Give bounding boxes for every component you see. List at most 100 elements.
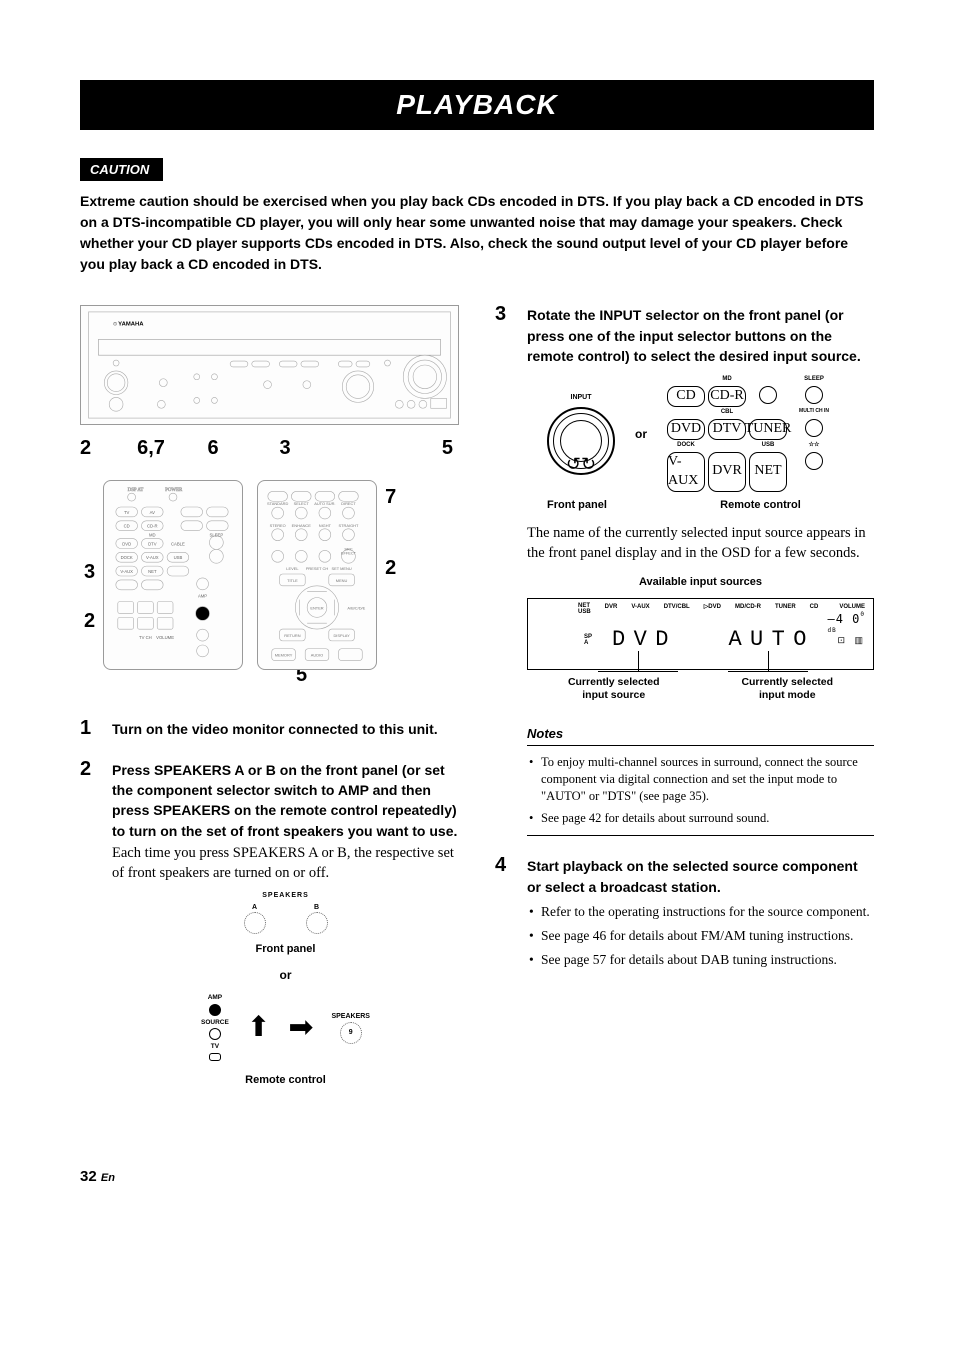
step-1-head: Turn on the video monitor connected to t… <box>112 719 459 739</box>
callout-5: 5 <box>330 435 459 462</box>
svg-text:MEMORY: MEMORY <box>275 653 293 658</box>
svg-text:AV: AV <box>150 510 155 515</box>
disp-netusb: NET USB <box>578 603 591 615</box>
page-title: PLAYBACK <box>80 80 874 130</box>
lbl-dock: DOCK <box>667 442 705 450</box>
step-2-head: Press SPEAKERS A or B on the front panel… <box>112 760 459 841</box>
btn-dvr: DVR <box>708 452 746 492</box>
svg-text:AMP: AMP <box>198 594 207 599</box>
speaker-b-label: B <box>306 903 328 912</box>
right-column: 3 Rotate the INPUT selector on the front… <box>495 305 874 1107</box>
source-circle-icon <box>209 1028 221 1040</box>
amp-dot-icon <box>209 1004 221 1016</box>
step-4-number: 4 <box>495 852 506 879</box>
svg-text:SLEEP: SLEEP <box>210 533 224 538</box>
input-selector-diagram: INPUT ↺↻ or MD SLEEP CD CD-R <box>547 376 874 492</box>
source-label: SOURCE <box>201 1018 229 1028</box>
notes-rule <box>527 745 874 746</box>
input-label: INPUT <box>547 393 615 402</box>
remote-box-left: DSP ATPOWER TVAVCDCD-R <box>103 480 243 670</box>
step-3-number: 3 <box>495 301 506 328</box>
step-3-body: The name of the currently selected input… <box>527 523 874 564</box>
available-sources-title: Available input sources <box>527 575 874 590</box>
svg-text:☺YAMAHA: ☺YAMAHA <box>112 322 144 328</box>
arrow-up-icon: ⬆ <box>247 1014 270 1042</box>
speakers-btn-label: SPEAKERS <box>331 1012 370 1021</box>
svg-text:TV CH: TV CH <box>139 635 152 640</box>
disp-tuner: TUNER <box>775 603 796 615</box>
btn-cdr: CD-R <box>708 386 746 407</box>
btn-sleep <box>805 386 823 404</box>
step-1: 1 Turn on the video monitor connected to… <box>80 719 459 739</box>
front-panel-label-2: Front panel <box>547 498 647 513</box>
disp-cd: CD <box>810 603 819 615</box>
notes-title: Notes <box>527 725 874 743</box>
svg-text:RETURN: RETURN <box>284 633 301 638</box>
remote-diagram-row: 3 2 DSP ATPOWER <box>80 480 459 670</box>
front-panel-callouts: 2 6,7 6 3 5 <box>80 435 459 462</box>
page-number-value: 32 <box>80 1168 97 1185</box>
lbl-cbl: CBL <box>708 409 746 417</box>
step-2: 2 Press SPEAKERS A or B on the front pan… <box>80 760 459 1088</box>
svg-text:MD: MD <box>149 533 156 538</box>
front-panel-diagram: ☺YAMAHA <box>80 305 459 425</box>
step-4-list: Refer to the operating instructions for … <box>527 903 874 970</box>
note-item: To enjoy multi-channel sources in surrou… <box>527 754 874 805</box>
svg-text:V-AUX: V-AUX <box>146 556 159 561</box>
svg-text:CD: CD <box>124 524 130 529</box>
disp-seg-left: D V D <box>612 625 670 655</box>
svg-text:LEVEL: LEVEL <box>286 566 299 571</box>
input-knob-icon: ↺↻ <box>547 407 615 475</box>
callout-6-7: 6,7 <box>116 435 186 462</box>
svg-text:A/B/C/D/E: A/B/C/D/E <box>348 606 366 611</box>
remote-input-grid: MD SLEEP CD CD-R CBL MULTI CH IN DVD DTV <box>667 376 838 492</box>
svg-text:DISPLAY: DISPLAY <box>334 633 351 638</box>
speakers-diagram: SPEAKERS A ↖⃝ B ↖⃝ Front panel or AMP <box>112 891 459 1087</box>
svg-text:SET MENU: SET MENU <box>332 566 352 571</box>
step-3-head: Rotate the INPUT selector on the front p… <box>527 305 874 366</box>
caution-tag: CAUTION <box>80 158 163 182</box>
svg-text:STRAIGHT: STRAIGHT <box>339 523 359 528</box>
press-icon-b: ↖⃝ <box>306 912 328 934</box>
btn-multi <box>805 419 823 437</box>
svg-text:VOLUME: VOLUME <box>156 635 174 640</box>
disp-dvr: DVR <box>605 603 618 615</box>
svg-text:TV: TV <box>124 510 130 515</box>
btn-net: NET <box>749 452 787 492</box>
step-2-body: Each time you press SPEAKERS A or B, the… <box>112 843 459 884</box>
remote-callout-3: 3 <box>80 557 99 588</box>
step-1-number: 1 <box>80 715 91 742</box>
callout-2: 2 <box>80 435 116 462</box>
svg-text:AUDIO: AUDIO <box>311 653 323 658</box>
notes-rule-bottom <box>527 835 874 836</box>
btn-dtv: DTV <box>708 419 746 440</box>
page-number-suffix: En <box>101 1172 115 1184</box>
step-2-number: 2 <box>80 756 91 783</box>
tv-label: TV <box>201 1042 229 1052</box>
lbl-md: MD <box>708 376 746 384</box>
btn-dvd: DVD <box>667 419 705 440</box>
callout-6: 6 <box>186 435 240 462</box>
disp-caption-left: Currently selected input source <box>527 676 701 701</box>
svg-text:STEREO: STEREO <box>270 523 286 528</box>
svg-text:NIGHT: NIGHT <box>319 523 332 528</box>
btn-tuner: TUNER <box>749 419 787 440</box>
tv-rect-icon <box>209 1053 221 1061</box>
left-column: ☺YAMAHA <box>80 305 459 1107</box>
step-3: 3 Rotate the INPUT selector on the front… <box>495 305 874 836</box>
front-panel-label: Front panel <box>112 942 459 957</box>
svg-text:STANDARD: STANDARD <box>267 502 288 507</box>
svg-text:CD-R: CD-R <box>147 524 158 529</box>
btn-star <box>805 452 823 470</box>
svg-text:DSP AT: DSP AT <box>128 489 144 494</box>
page-number: 32 En <box>80 1167 874 1187</box>
btn-vaux: V-AUX <box>667 452 705 492</box>
remote-control-label-2: Remote control <box>647 498 874 513</box>
step-4-item: Refer to the operating instructions for … <box>527 903 874 921</box>
lbl-sleep: SLEEP <box>790 376 838 384</box>
lbl-multi: MULTI CH IN <box>790 409 838 417</box>
svg-text:EFFECT: EFFECT <box>341 551 357 556</box>
svg-text:ENTER: ENTER <box>310 606 323 611</box>
amp-label: AMP <box>201 993 229 1003</box>
press-icon-a: ↖⃝ <box>244 912 266 934</box>
